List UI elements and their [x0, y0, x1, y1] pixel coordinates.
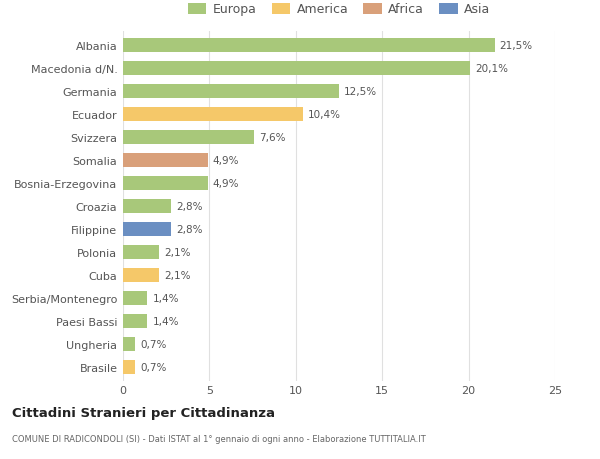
Text: 1,4%: 1,4% [152, 293, 179, 303]
Text: 2,1%: 2,1% [164, 247, 191, 257]
Text: 4,9%: 4,9% [213, 156, 239, 166]
Bar [123, 176, 208, 191]
Bar [123, 360, 135, 375]
Text: 2,1%: 2,1% [164, 270, 191, 280]
Text: 2,8%: 2,8% [176, 202, 203, 212]
Bar [123, 291, 147, 306]
Bar [123, 245, 159, 260]
Bar [123, 337, 135, 352]
Text: 0,7%: 0,7% [140, 362, 167, 372]
Text: 20,1%: 20,1% [476, 64, 509, 74]
Text: 12,5%: 12,5% [344, 87, 377, 97]
Bar [123, 222, 172, 237]
Text: 21,5%: 21,5% [500, 41, 533, 51]
Text: 2,8%: 2,8% [176, 224, 203, 235]
Bar [123, 314, 147, 329]
Text: Cittadini Stranieri per Cittadinanza: Cittadini Stranieri per Cittadinanza [12, 406, 275, 419]
Text: 1,4%: 1,4% [152, 316, 179, 326]
Text: 7,6%: 7,6% [260, 133, 286, 143]
Text: 4,9%: 4,9% [213, 179, 239, 189]
Bar [123, 84, 339, 99]
Bar [123, 130, 254, 145]
Bar [123, 62, 470, 76]
Bar [123, 153, 208, 168]
Bar [123, 39, 494, 53]
Bar [123, 199, 172, 214]
Text: 10,4%: 10,4% [308, 110, 341, 120]
Text: COMUNE DI RADICONDOLI (SI) - Dati ISTAT al 1° gennaio di ogni anno - Elaborazion: COMUNE DI RADICONDOLI (SI) - Dati ISTAT … [12, 434, 426, 443]
Bar [123, 107, 303, 122]
Legend: Europa, America, Africa, Asia: Europa, America, Africa, Asia [185, 1, 493, 19]
Text: 0,7%: 0,7% [140, 339, 167, 349]
Bar [123, 268, 159, 283]
